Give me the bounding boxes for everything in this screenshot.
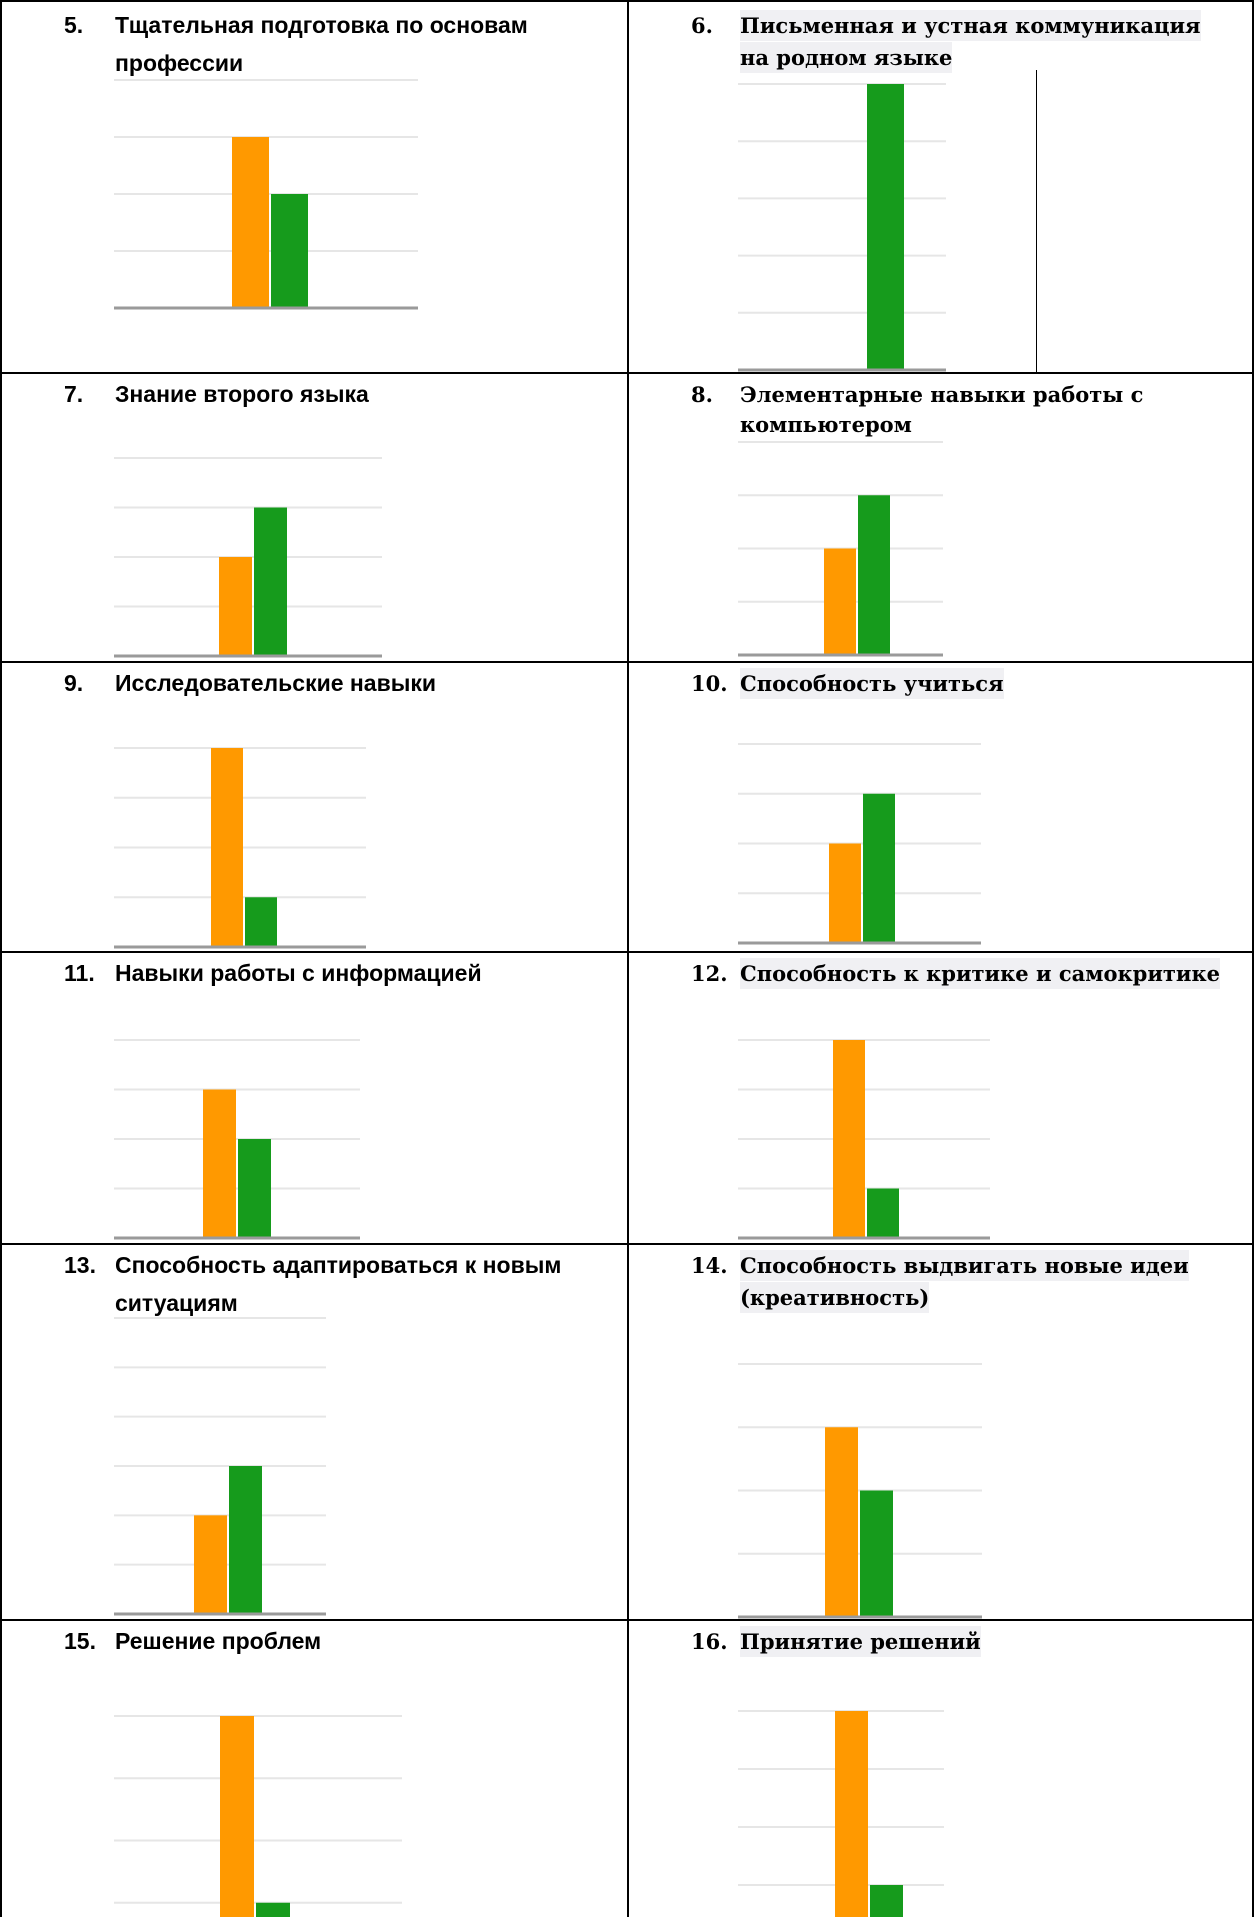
orange-bar [211,748,243,947]
chart-number: 8. [691,382,713,407]
table-border-middle [627,0,629,1917]
orange-bar [194,1515,227,1614]
chart-title-line: Знание второго языка [115,381,369,407]
chart-title-line: Навыки работы с информацией [115,960,482,986]
chart-title-line: на родном языке [740,42,953,73]
green-bar [858,495,890,655]
chart-title-line: Способность выдвигать новые идеи [740,1250,1189,1281]
green-bar [229,1466,262,1614]
vertical-rule [1036,70,1037,373]
table-border-top [0,0,1254,2]
chart-title-line: Исследовательские навыки [115,670,437,696]
row-divider [0,1243,1254,1245]
green-bar [867,1188,899,1238]
row-divider [0,1619,1254,1621]
chart-title-line: Способность учиться [740,668,1004,699]
orange-bar [220,1716,254,1917]
chart-title-line: Тщательная подготовка по основам [115,12,528,38]
chart-number: 12. [691,961,728,986]
orange-bar [833,1040,865,1238]
chart-title-line: Способность к критике и самокритике [740,958,1221,989]
row-divider [0,951,1254,953]
orange-bar [219,557,252,656]
chart-title-line: Элементарные навыки работы с [740,382,1144,407]
green-bar [256,1902,290,1917]
orange-bar [203,1089,236,1238]
table-border-right [1252,0,1254,1917]
green-bar [860,1490,893,1617]
orange-bar [835,1711,868,1917]
chart-number: 14. [691,1253,728,1278]
orange-bar [824,548,856,655]
row-divider [0,661,1254,663]
orange-bar [825,1427,858,1617]
chart-title-line: Письменная и устная коммуникация [740,10,1201,41]
chart-number: 9. [64,670,84,696]
chart-title-line: профессии [115,50,244,76]
chart-title-line: Принятие решений [740,1626,981,1657]
green-bar [863,793,895,943]
green-bar [867,84,904,370]
green-bar [238,1139,271,1238]
chart-number: 7. [64,381,84,407]
chart-title-line: Способность адаптироваться к новым [115,1252,562,1278]
chart-number: 6. [691,13,713,38]
orange-bar [829,843,861,943]
green-bar [271,194,308,308]
chart-number: 16. [691,1629,728,1654]
green-bar [254,507,287,656]
chart-title-line: (креативность) [740,1282,930,1313]
orange-bar [232,137,269,308]
green-bar [245,897,277,947]
chart-number: 15. [64,1628,96,1654]
chart-number: 11. [64,960,95,986]
chart-number: 5. [64,12,84,38]
chart-title-line: ситуациям [115,1290,238,1316]
chart-number: 10. [691,671,728,696]
green-bar [870,1885,903,1917]
chart-number: 13. [64,1252,96,1278]
table-border-left [0,0,2,1917]
chart-title-line: компьютером [740,412,912,437]
row-divider [0,372,1254,374]
chart-title-line: Решение проблем [115,1628,322,1654]
